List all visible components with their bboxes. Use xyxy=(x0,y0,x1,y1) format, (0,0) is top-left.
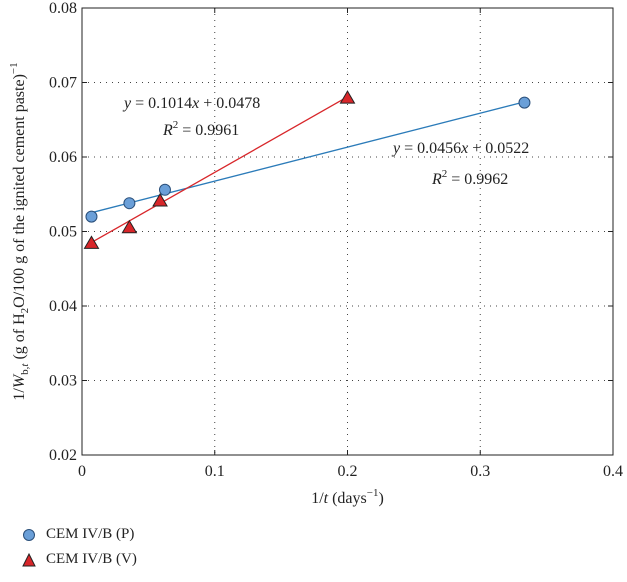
r2-p: R2 = 0.9962 xyxy=(431,168,508,188)
y-axis-label: 1/Wb,t (g of H2O/100 g of the ignited ce… xyxy=(8,62,31,400)
y-tick-label: 0.04 xyxy=(49,298,77,315)
data-point-p xyxy=(158,183,171,196)
x-tick-label: 0.4 xyxy=(603,463,623,480)
fit-lines xyxy=(91,96,525,244)
data-point-p xyxy=(85,210,98,223)
data-point-v xyxy=(339,90,356,104)
data-point-p xyxy=(123,197,136,210)
y-tick-label: 0.03 xyxy=(49,373,77,390)
legend-label-p: CEM IV/B (P) xyxy=(46,526,135,542)
y-tick-label: 0.07 xyxy=(49,75,77,92)
legend-item-v: CEM IV/B (V) xyxy=(22,551,137,568)
grid-lines xyxy=(82,8,613,455)
fit-line-p xyxy=(91,101,525,214)
x-tick-label: 0 xyxy=(78,463,86,480)
data-point-v xyxy=(83,235,100,249)
data-point-p xyxy=(518,96,531,109)
y-tick-label: 0.08 xyxy=(49,0,77,17)
r2-v: R2 = 0.9961 xyxy=(162,119,239,139)
y-tick-label: 0.05 xyxy=(49,224,77,241)
legend-label-v: CEM IV/B (V) xyxy=(46,551,137,567)
plot-area-frame xyxy=(81,7,614,456)
equation-p: y = 0.0456x + 0.0522 xyxy=(391,140,529,157)
data-point-v xyxy=(121,219,138,234)
x-axis-label: 1/t (days−1) xyxy=(311,487,384,507)
data-points xyxy=(83,90,531,249)
circle-marker-icon xyxy=(23,528,35,541)
x-tick-label: 0.1 xyxy=(205,463,225,480)
x-tick-label: 0.3 xyxy=(470,463,490,480)
chart-canvas: 0 0.1 0.2 0.3 0.4 0.02 0.03 0.04 0.05 0.06 0.07 0.0… xyxy=(8,0,623,507)
y-tick-label: 0.02 xyxy=(49,447,77,464)
axis-ticks: 0 0.1 0.2 0.3 0.4 0.02 0.03 0.04 0.05 0.06 0.07 0.0… xyxy=(49,0,623,480)
equation-v: y = 0.1014x + 0.0478 xyxy=(122,95,260,112)
y-tick-label: 0.06 xyxy=(49,149,77,166)
triangle-marker-icon xyxy=(22,552,36,566)
x-tick-label: 0.2 xyxy=(338,463,358,480)
data-point-v xyxy=(152,192,168,207)
legend-item-p: CEM IV/B (P) xyxy=(22,526,134,543)
fit-line-v xyxy=(91,96,348,244)
